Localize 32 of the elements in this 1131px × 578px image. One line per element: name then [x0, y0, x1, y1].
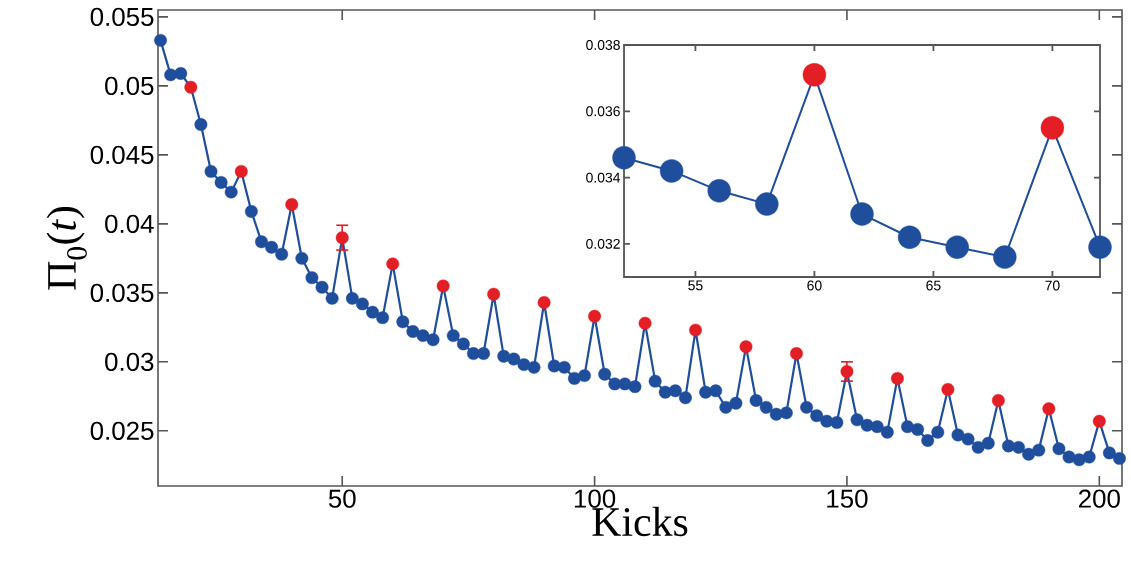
y-tick-label: 0.04	[105, 214, 154, 234]
x-axis-title: Kicks	[592, 506, 688, 537]
y-tick-label: 0.038	[586, 40, 620, 50]
y-tick-label: 0.034	[586, 172, 621, 183]
x-tick-label: 150	[827, 489, 868, 508]
x-tick-label: 200	[1078, 489, 1120, 508]
x-tick-label: 50	[328, 489, 356, 508]
point	[897, 225, 922, 249]
y-axis-title: Π$_{0}$(t)	[46, 206, 87, 290]
y-tick-label: 0.03	[105, 352, 154, 371]
point	[850, 202, 874, 226]
point	[659, 159, 684, 183]
x-tick-label: 65	[926, 280, 941, 291]
point	[707, 179, 731, 203]
y-tick-label: 0.036	[586, 106, 620, 117]
point	[1040, 116, 1065, 140]
x-tick-label: 60	[807, 280, 822, 291]
x-tick-label: 70	[1045, 280, 1060, 291]
point	[1088, 235, 1112, 259]
y-tick-label: 0.045	[90, 145, 154, 165]
y-tick-label: 0.035	[90, 283, 154, 303]
y-tick-label: 0.032	[586, 238, 620, 249]
y-tick-label: 0.05	[105, 76, 154, 96]
point	[802, 63, 827, 87]
point	[755, 192, 779, 216]
y-tick-label: 0.055	[90, 7, 154, 27]
point	[612, 145, 636, 170]
y-tick-label: 0.025	[90, 421, 154, 440]
point	[993, 245, 1017, 269]
x-tick-label: 100	[574, 489, 616, 508]
x-tick-label: 55	[688, 280, 703, 291]
point	[945, 235, 969, 259]
